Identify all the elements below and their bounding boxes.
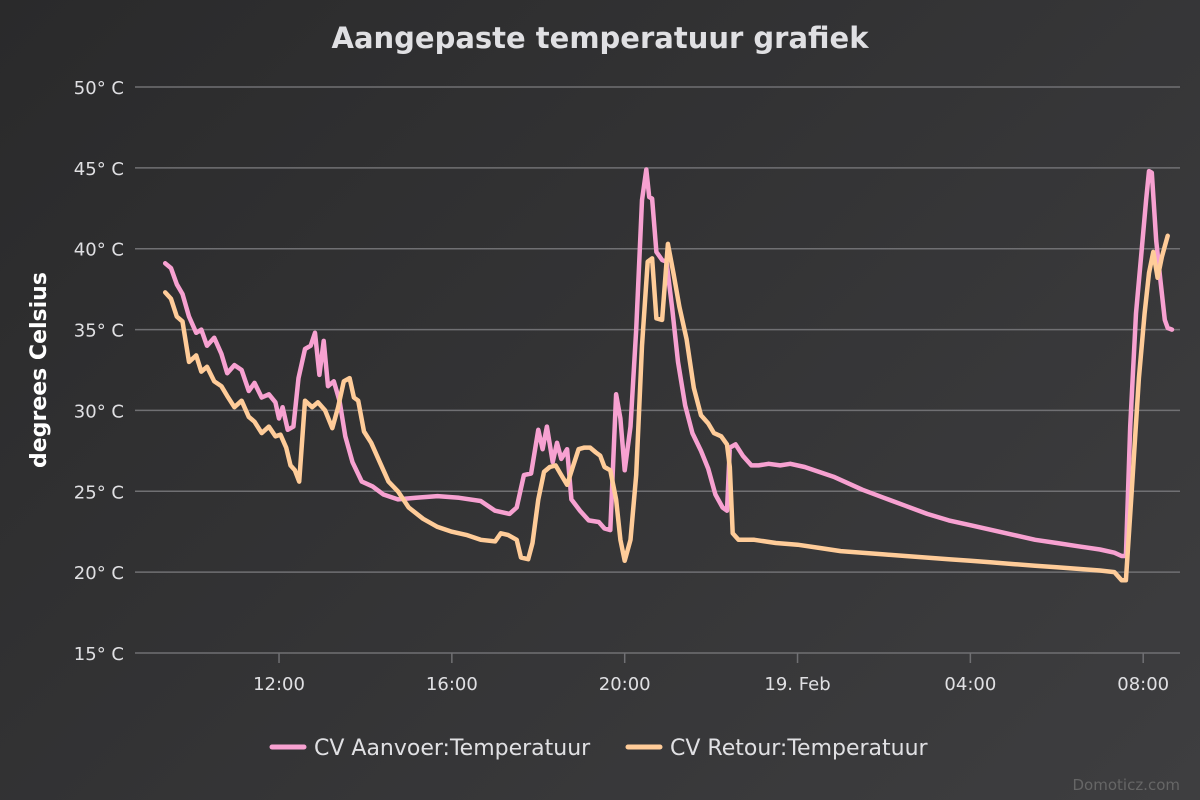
x-axis: 12:00 16:00 20:00 19. Feb 04:00 08:00 xyxy=(253,653,1169,695)
y-tick-label: 25° C xyxy=(74,482,124,503)
legend-label-aanvoer: CV Aanvoer:Temperatuur xyxy=(314,736,591,761)
y-tick-label: 30° C xyxy=(74,401,124,422)
y-tick-label: 15° C xyxy=(74,644,124,665)
y-tick-label: 50° C xyxy=(74,78,124,99)
credits-link[interactable]: Domoticz.com xyxy=(1073,776,1181,794)
x-tick-label: 12:00 xyxy=(253,674,305,695)
grid xyxy=(135,86,1180,654)
legend-item-aanvoer[interactable]: CV Aanvoer:Temperatuur xyxy=(269,736,591,761)
x-tick-label: 20:00 xyxy=(599,674,651,695)
legend[interactable]: CV Aanvoer:Temperatuur CV Retour:Tempera… xyxy=(269,736,929,761)
y-tick-label: 45° C xyxy=(74,159,124,180)
x-tick-label: 16:00 xyxy=(426,674,478,695)
y-axis: 15° C 20° C 25° C 30° C 35° C 40° C 45° C 50° C xyxy=(74,78,124,665)
x-tick-label: 08:00 xyxy=(1117,674,1169,695)
y-tick-label: 35° C xyxy=(74,321,124,342)
legend-item-retour[interactable]: CV Retour:Temperatuur xyxy=(625,736,929,761)
x-tick-label: 19. Feb xyxy=(764,674,830,695)
legend-label-retour: CV Retour:Temperatuur xyxy=(670,736,929,761)
series-line-aanvoer xyxy=(162,167,1175,559)
y-axis-label: degrees Celsius xyxy=(27,272,52,468)
y-tick-label: 40° C xyxy=(74,240,124,261)
series xyxy=(162,167,1175,583)
x-tick-label: 04:00 xyxy=(944,674,996,695)
series-line-retour xyxy=(162,233,1170,583)
chart-title: Aangepaste temperatuur grafiek xyxy=(332,21,870,55)
y-tick-label: 20° C xyxy=(74,563,124,584)
